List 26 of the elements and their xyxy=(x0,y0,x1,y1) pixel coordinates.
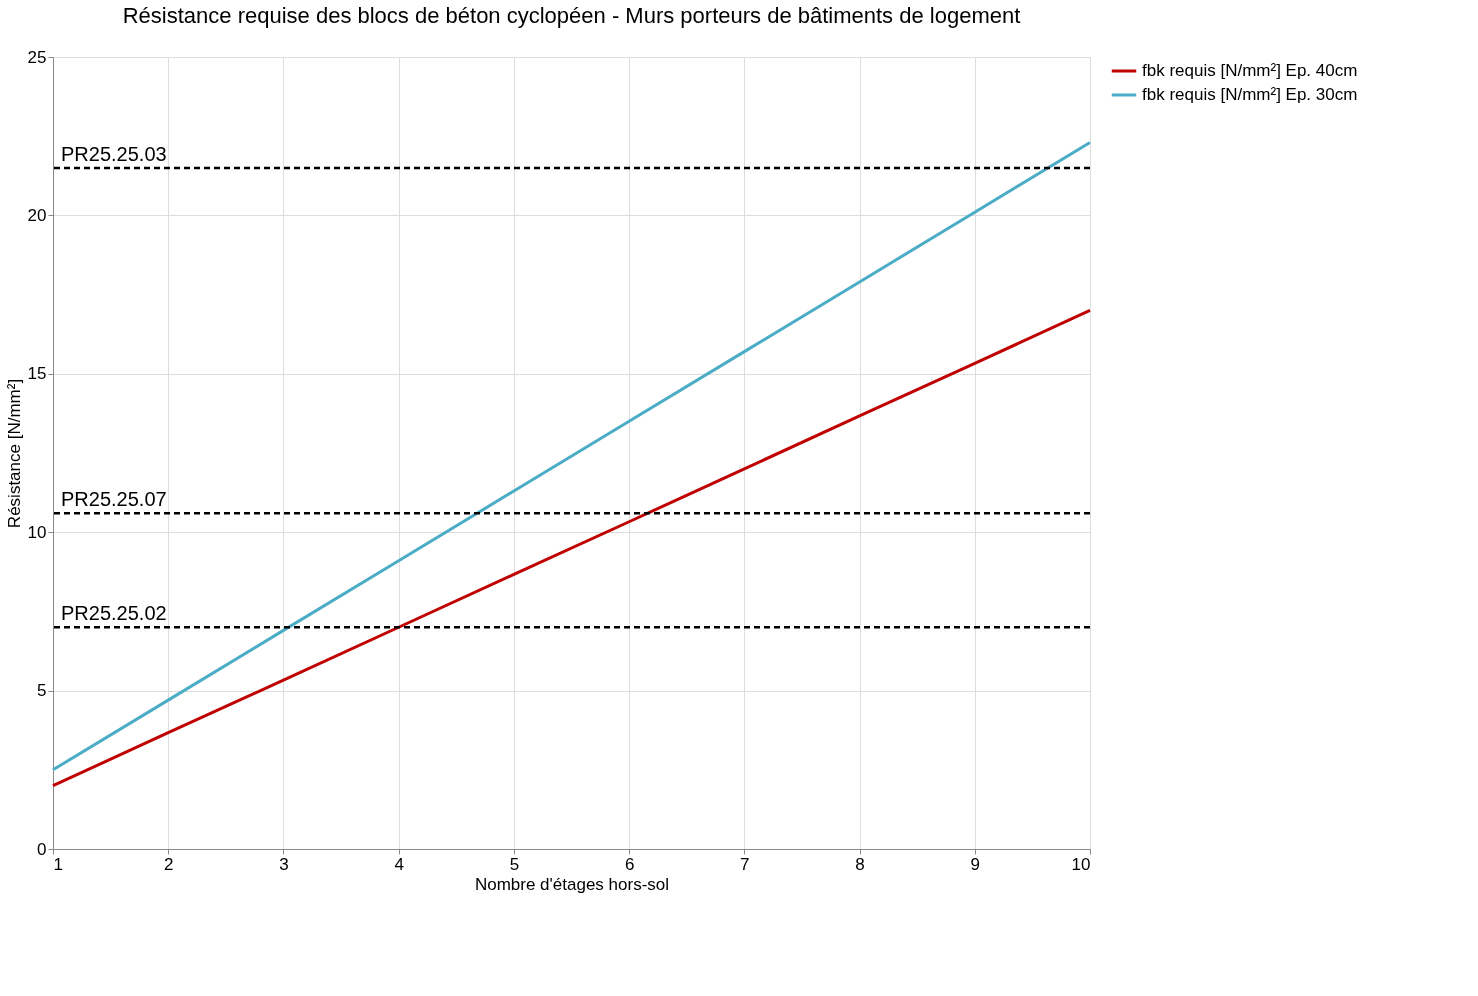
y-tick-label: 10 xyxy=(27,522,47,542)
y-tick-label: 25 xyxy=(27,47,47,67)
x-axis-title: Nombre d'étages hors-sol xyxy=(474,874,670,894)
x-tick-label: 2 xyxy=(163,854,174,874)
line-series xyxy=(51,141,1092,772)
x-tick-label: 4 xyxy=(394,854,404,874)
x-tick-label: 7 xyxy=(740,854,750,874)
y-tick-label: 15 xyxy=(27,364,47,384)
y-tick-label: 5 xyxy=(37,681,47,701)
ref-line-label: PR25.25.02 xyxy=(61,602,167,625)
legend-label: fbk requis [N/mm²] Ep. 40cm xyxy=(1142,61,1358,80)
y-tick-label: 0 xyxy=(37,839,47,859)
ref-line-label: PR25.25.03 xyxy=(61,142,167,165)
x-tick-label: 9 xyxy=(970,854,981,874)
x-tick-label: 6 xyxy=(624,854,635,874)
ref-line-label: PR25.25.07 xyxy=(61,488,167,511)
y-tick-label: 20 xyxy=(27,205,47,225)
x-tick-label: 10 xyxy=(1071,854,1091,874)
x-tick-label: 5 xyxy=(509,854,520,874)
x-tick-label: 1 xyxy=(53,854,63,874)
legend-label: fbk requis [N/mm²] Ep. 30cm xyxy=(1142,85,1358,104)
line-series xyxy=(51,308,1092,788)
chart-title: Résistance requise des blocs de béton cyclopéen - Murs porteurs de bâtiments de logement xyxy=(122,3,1021,28)
x-tick-label: 3 xyxy=(279,854,289,874)
y-axis-title: Résistance [N/mm²] xyxy=(4,378,24,529)
x-tick-label: 8 xyxy=(855,854,865,874)
